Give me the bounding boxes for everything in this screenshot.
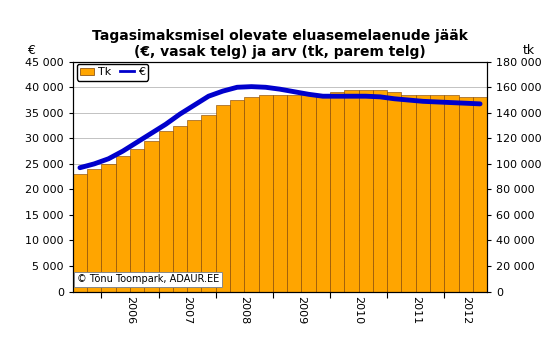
Bar [273,95,287,292]
Bar [301,95,316,292]
Legend: Tk, €: Tk, € [77,64,148,81]
Bar [230,100,244,292]
Bar [373,90,387,292]
Bar [187,120,202,292]
Bar [101,164,116,292]
Bar [73,174,87,292]
Bar [287,95,301,292]
Bar [87,169,101,292]
Bar [173,126,187,292]
Bar [116,156,130,292]
Bar [316,95,330,292]
Bar [216,105,230,292]
Text: © Tõnu Toompark, ADAUR.EE: © Tõnu Toompark, ADAUR.EE [77,274,219,284]
Bar [402,95,416,292]
Bar [387,92,402,292]
Bar [358,90,373,292]
Y-axis label: tk: tk [522,44,535,57]
Bar [259,95,273,292]
Bar [473,97,487,292]
Bar [430,95,444,292]
Y-axis label: €: € [27,44,35,57]
Bar [330,92,344,292]
Bar [244,97,259,292]
Bar [444,95,459,292]
Bar [202,115,216,292]
Title: Tagasimaksmisel olevate eluasemelaenude jääk
(€, vasak telg) ja arv (tk, parem t: Tagasimaksmisel olevate eluasemelaenude … [92,29,468,59]
Bar [144,141,158,292]
Bar [158,131,173,292]
Bar [130,149,144,292]
Bar [416,95,430,292]
Bar [344,90,358,292]
Bar [459,97,473,292]
